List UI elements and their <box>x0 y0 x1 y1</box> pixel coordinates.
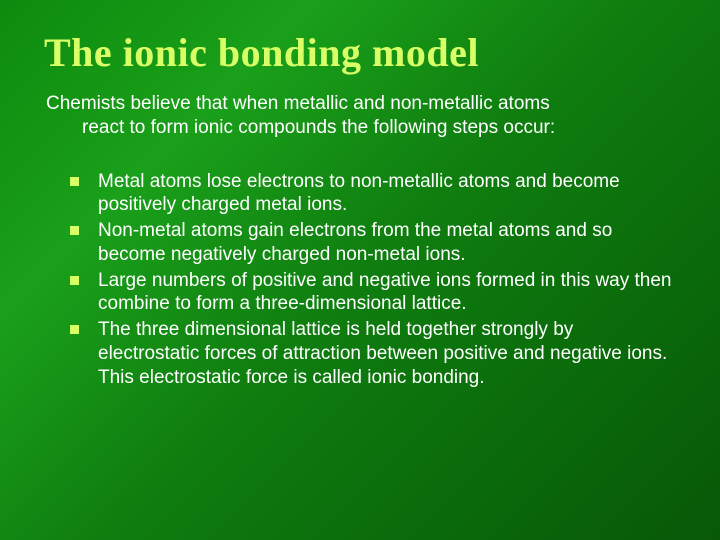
list-item: Non-metal atoms gain electrons from the … <box>58 219 676 267</box>
intro-paragraph: Chemists believe that when metallic and … <box>44 92 676 140</box>
list-item: Metal atoms lose electrons to non-metall… <box>58 170 676 218</box>
list-item: Large numbers of positive and negative i… <box>58 269 676 317</box>
list-item: The three dimensional lattice is held to… <box>58 318 676 389</box>
bullet-list: Metal atoms lose electrons to non-metall… <box>44 170 676 390</box>
slide-title: The ionic bonding model <box>44 32 676 74</box>
intro-line-2: react to form ionic compounds the follow… <box>46 116 676 140</box>
intro-line-1: Chemists believe that when metallic and … <box>46 93 550 114</box>
